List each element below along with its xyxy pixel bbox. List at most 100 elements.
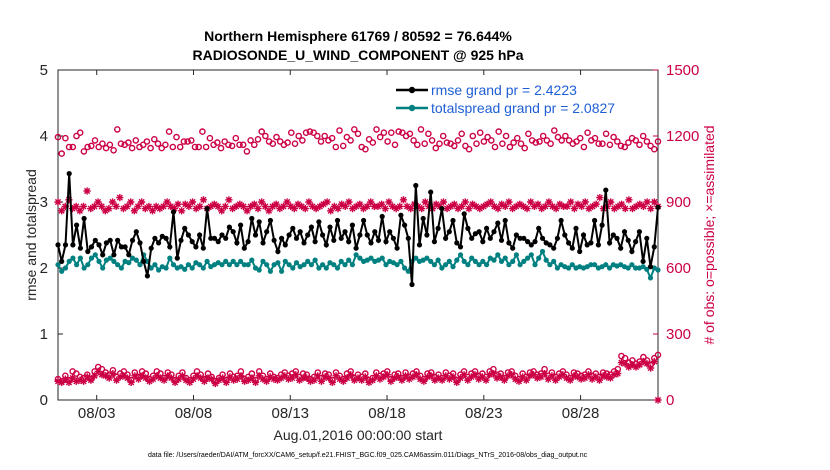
data-point xyxy=(639,132,647,140)
data-point xyxy=(334,265,341,271)
data-point xyxy=(237,372,245,380)
data-point xyxy=(501,202,509,210)
data-point xyxy=(545,198,553,206)
data-point xyxy=(570,205,578,213)
data-point xyxy=(139,141,147,149)
data-point xyxy=(134,375,143,383)
data-point xyxy=(378,200,386,208)
data-point xyxy=(313,132,321,140)
data-point xyxy=(639,357,647,366)
data-point xyxy=(105,374,113,382)
series-possible xyxy=(54,126,662,157)
legend-spread-marker xyxy=(408,104,416,112)
data-point xyxy=(316,265,322,271)
data-point xyxy=(532,262,538,268)
data-point xyxy=(339,142,347,150)
data-point xyxy=(435,225,441,231)
data-point xyxy=(476,229,482,235)
data-point xyxy=(558,217,564,224)
data-point xyxy=(176,143,184,151)
data-point xyxy=(442,372,450,380)
data-point xyxy=(510,258,516,264)
data-point xyxy=(320,232,326,238)
data-point xyxy=(573,373,582,381)
data-point xyxy=(513,232,520,238)
data-point xyxy=(569,245,575,251)
data-point xyxy=(559,202,568,210)
data-point xyxy=(219,232,225,238)
data-point xyxy=(416,375,424,383)
data-point xyxy=(606,374,615,382)
data-point xyxy=(607,265,613,271)
data-point xyxy=(457,252,464,258)
data-point xyxy=(181,200,189,208)
y-axis-label: rmse and totalspread xyxy=(23,169,39,301)
data-point xyxy=(141,205,149,213)
data-point xyxy=(461,211,467,217)
data-point xyxy=(650,357,658,366)
data-point xyxy=(79,202,88,210)
data-point xyxy=(270,375,278,383)
data-point xyxy=(261,202,269,210)
legend-rmse-marker xyxy=(408,86,416,94)
data-point xyxy=(260,258,266,264)
data-point xyxy=(541,202,549,210)
data-point xyxy=(610,205,618,213)
data-point xyxy=(234,262,240,268)
data-point xyxy=(655,267,661,273)
data-point xyxy=(174,255,180,261)
data-point xyxy=(390,235,396,241)
data-point xyxy=(376,375,384,383)
data-point xyxy=(167,202,175,210)
data-point xyxy=(160,376,168,384)
data-point xyxy=(301,262,307,268)
data-point xyxy=(607,240,613,246)
data-point xyxy=(629,262,635,268)
data-point xyxy=(312,205,320,213)
data-point xyxy=(654,396,662,404)
data-point xyxy=(350,126,358,133)
data-point xyxy=(328,134,336,142)
data-point xyxy=(94,198,102,206)
data-point xyxy=(484,225,490,231)
data-point xyxy=(556,200,564,208)
data-point xyxy=(195,143,202,151)
data-point xyxy=(421,140,429,147)
data-point xyxy=(578,202,586,210)
data-point xyxy=(569,262,575,268)
data-point xyxy=(458,130,466,138)
data-point xyxy=(77,255,83,261)
data-point xyxy=(363,202,371,210)
data-point xyxy=(228,142,236,150)
data-point xyxy=(551,127,558,134)
data-point xyxy=(395,128,403,135)
data-point xyxy=(369,376,377,384)
data-point xyxy=(632,363,640,371)
data-point xyxy=(570,372,578,380)
data-point xyxy=(163,198,171,206)
data-point xyxy=(372,229,378,235)
data-point xyxy=(379,213,385,220)
data-point xyxy=(506,143,514,151)
data-point xyxy=(214,202,222,210)
y-right-tick-label: 1200 xyxy=(666,128,699,145)
data-point xyxy=(566,376,574,384)
data-point xyxy=(431,239,437,245)
data-point xyxy=(495,128,503,135)
data-point xyxy=(233,375,241,383)
data-point xyxy=(66,171,72,177)
data-point xyxy=(454,257,460,263)
data-point xyxy=(548,202,557,210)
data-point xyxy=(211,235,218,241)
data-point xyxy=(449,373,457,381)
data-point xyxy=(625,139,632,146)
data-point xyxy=(170,209,177,215)
data-point xyxy=(647,364,655,372)
x-tick-label: 08/23 xyxy=(465,405,503,422)
data-point xyxy=(614,235,620,241)
data-point xyxy=(592,217,598,224)
data-point xyxy=(290,265,296,271)
data-point xyxy=(407,205,415,213)
data-point xyxy=(226,373,234,381)
